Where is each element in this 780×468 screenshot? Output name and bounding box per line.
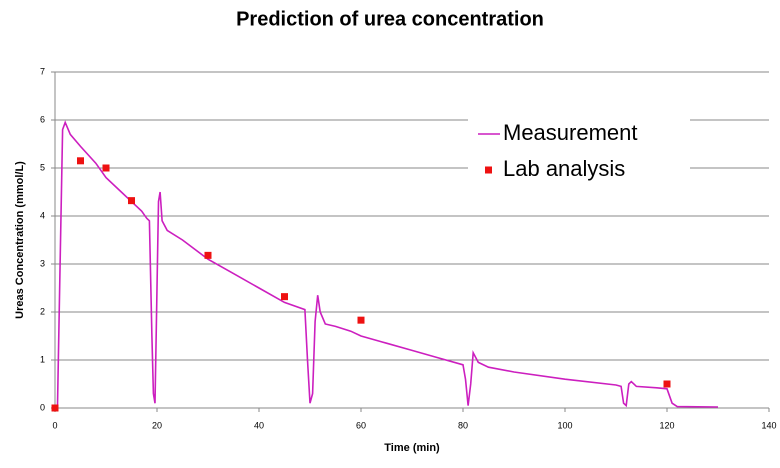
- legend-box: [468, 112, 690, 190]
- y-axis-label: Ureas Concentration (mmol/L): [14, 161, 26, 319]
- x-tick-label: 100: [557, 420, 572, 430]
- y-tick-label: 2: [40, 306, 45, 316]
- x-tick-label: 80: [458, 420, 468, 430]
- x-tick-label: 60: [356, 420, 366, 430]
- lab-point: [281, 293, 288, 301]
- y-tick-label: 7: [40, 66, 45, 76]
- y-tick-label: 6: [40, 114, 45, 124]
- lab-point: [77, 157, 84, 165]
- lab-point: [128, 197, 135, 205]
- legend: Measurement Lab analysis: [468, 112, 690, 190]
- x-tick-label: 120: [659, 420, 674, 430]
- x-axis-label: Time (min): [384, 442, 440, 454]
- x-tick-label: 140: [761, 420, 776, 430]
- legend-label: Lab analysis: [503, 156, 625, 181]
- lab-point: [102, 164, 110, 172]
- x-tick-label: 40: [254, 420, 264, 430]
- lab-point: [204, 251, 212, 259]
- y-tick-label: 3: [40, 258, 45, 268]
- lab-point: [51, 404, 59, 412]
- legend-label: Measurement: [503, 120, 638, 145]
- lab-point: [357, 316, 365, 324]
- y-tick-label: 0: [40, 402, 45, 412]
- y-tick-label: 4: [40, 210, 45, 220]
- y-tick-label: 1: [40, 354, 45, 364]
- lab-point: [663, 380, 671, 388]
- y-tick-label: 5: [40, 162, 45, 172]
- legend-swatch: [485, 166, 492, 174]
- x-tick-label: 0: [52, 420, 57, 430]
- x-tick-label: 20: [152, 420, 162, 430]
- chart-title: Prediction of urea concentration: [236, 8, 544, 30]
